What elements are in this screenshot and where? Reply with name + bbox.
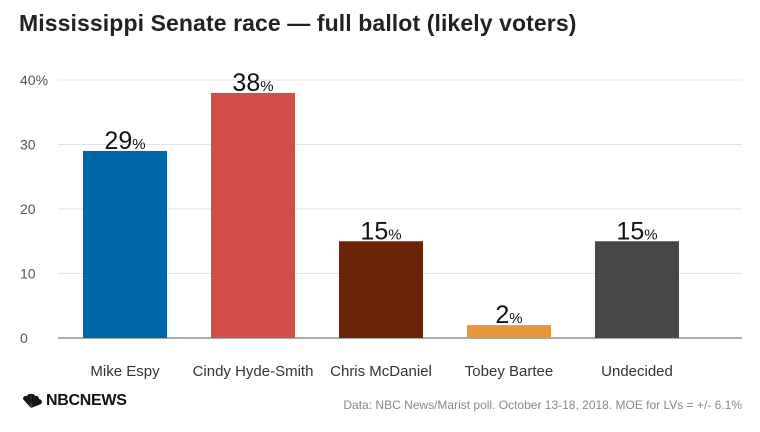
x-tick-label: Tobey Bartee <box>465 363 553 380</box>
data-label: 2% <box>495 301 522 329</box>
data-label: 29% <box>104 127 145 155</box>
bar-chart: 0 10 20 30 40% 29% Mike Espy 38% Cindy Hyde-Smit… <box>20 69 742 380</box>
labels: 0 10 20 30 40% 29% Mike Espy 38% Cindy Hyde-Smit… <box>20 69 673 380</box>
x-tick-label: Mike Espy <box>90 363 160 380</box>
bar <box>595 241 679 338</box>
data-label: 15% <box>616 217 657 245</box>
x-tick-label: Undecided <box>601 363 673 380</box>
bar <box>467 325 551 338</box>
y-tick-label: 20 <box>20 201 36 217</box>
data-label: 38% <box>232 69 273 97</box>
bar <box>339 241 423 338</box>
nbc-peacock-icon <box>22 393 42 408</box>
x-tick-label: Cindy Hyde-Smith <box>193 363 314 380</box>
y-tick-label: 10 <box>20 266 36 282</box>
y-tick-label: 40% <box>20 72 48 88</box>
logo-text: NBCNEWS <box>46 392 127 409</box>
source-note: Data: NBC News/Marist poll. October 13-1… <box>343 398 742 412</box>
x-tick-label: Chris McDaniel <box>330 363 432 380</box>
data-label: 15% <box>360 217 401 245</box>
bar <box>211 92 295 339</box>
chart-title: Mississippi Senate race — full ballot (l… <box>19 10 577 36</box>
bar <box>83 150 167 338</box>
y-tick-label: 0 <box>20 330 28 346</box>
nbc-news-logo: NBCNEWS <box>20 392 127 410</box>
bars <box>83 92 679 339</box>
y-tick-label: 30 <box>20 137 36 153</box>
